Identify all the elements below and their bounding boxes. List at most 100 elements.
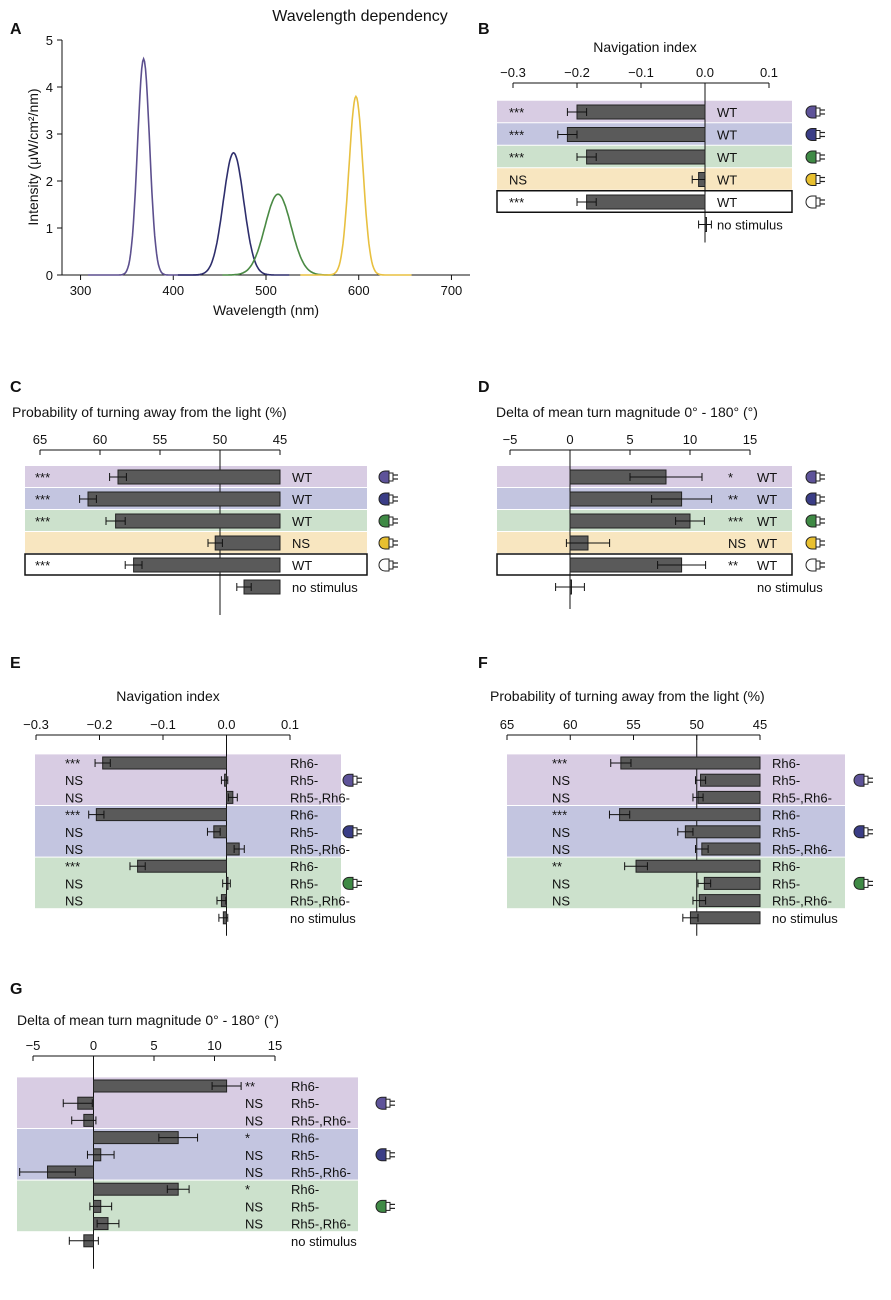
- bar: [703, 876, 761, 890]
- significance-label: NS: [552, 790, 570, 805]
- row-label: Rh5-,Rh6-: [290, 790, 350, 805]
- panel-c: C Probability of turning away from the li…: [10, 379, 398, 615]
- row-label: no stimulus: [772, 911, 838, 926]
- x-tick-label: −5: [503, 432, 518, 447]
- panel-g: G Delta of mean turn magnitude 0° - 180° …: [10, 981, 395, 1269]
- bar: [689, 911, 761, 925]
- panel-letter: G: [10, 981, 22, 998]
- y-tick-label: 0: [46, 268, 53, 283]
- bulb-base: [388, 472, 394, 482]
- x-tick-label: 60: [563, 717, 577, 732]
- x-tick-label: 0.1: [760, 65, 778, 80]
- row-label: Rh6-: [290, 808, 318, 823]
- row-label: Rh5-,Rh6-: [772, 894, 832, 909]
- bulb-base: [815, 516, 821, 526]
- bulb-base: [388, 516, 394, 526]
- light-bulb-icon: [378, 514, 398, 528]
- row-label: Rh5-,Rh6-: [290, 842, 350, 857]
- x-tick-label: 0.0: [696, 65, 714, 80]
- row-label: WT: [292, 492, 312, 507]
- x-tick-label: 65: [500, 717, 514, 732]
- light-bulb-icon: [342, 825, 362, 839]
- x-tick-label: 700: [441, 283, 463, 298]
- bulb-glass: [853, 825, 865, 839]
- bar: [137, 859, 228, 873]
- x-tick-label: 65: [33, 432, 47, 447]
- x-tick-label: 10: [683, 432, 697, 447]
- bulb-glass: [805, 492, 817, 506]
- bulb-base: [352, 827, 358, 837]
- row-label: Rh6-: [290, 859, 318, 874]
- significance-label: **: [245, 1079, 255, 1094]
- spectrum-line: [222, 193, 334, 276]
- row-label: WT: [292, 514, 312, 529]
- bulb-glass: [805, 470, 817, 484]
- panel-d: D Delta of mean turn magnitude 0° - 180° …: [478, 379, 825, 609]
- x-tick-label: 5: [626, 432, 633, 447]
- bar: [93, 1079, 228, 1093]
- bar: [698, 894, 761, 908]
- light-bulb-icon: [805, 492, 825, 506]
- stimulus-band: [497, 168, 792, 190]
- bar: [95, 808, 227, 822]
- significance-label: ***: [552, 756, 567, 771]
- significance-label: NS: [65, 876, 83, 891]
- row-label: WT: [717, 128, 737, 143]
- significance-label: NS: [245, 1096, 263, 1111]
- x-tick-label: 60: [93, 432, 107, 447]
- x-tick-label: 0.1: [281, 717, 299, 732]
- bulb-glass: [805, 128, 817, 141]
- x-tick-label: −0.1: [628, 65, 654, 80]
- row-label: Rh6-: [291, 1182, 319, 1197]
- y-axis-label: Intensity (μW/cm²/nm): [25, 88, 41, 225]
- row-label: Rh5-,Rh6-: [291, 1165, 351, 1180]
- bulb-glass: [375, 1096, 387, 1110]
- significance-label: ***: [509, 150, 524, 165]
- x-tick-label: 0: [566, 432, 573, 447]
- row-label: no stimulus: [717, 218, 783, 233]
- bar: [684, 825, 761, 839]
- significance-label: NS: [65, 894, 83, 909]
- significance-label: NS: [552, 825, 570, 840]
- x-tick-label: 55: [153, 432, 167, 447]
- row-label: Rh6-: [291, 1131, 319, 1146]
- bulb-glass: [805, 514, 817, 528]
- panel-letter: A: [10, 21, 22, 38]
- row-label: WT: [757, 470, 777, 485]
- x-tick-label: 45: [273, 432, 287, 447]
- significance-label: *: [728, 470, 733, 485]
- light-bulb-icon: [805, 470, 825, 484]
- row-label: Rh5-,Rh6-: [772, 842, 832, 857]
- x-tick-label: −0.2: [87, 717, 113, 732]
- row-label: Rh6-: [772, 756, 800, 771]
- bulb-base: [815, 107, 821, 117]
- significance-label: ***: [509, 128, 524, 143]
- light-bulb-icon: [805, 128, 825, 141]
- row-label: Rh6-: [772, 808, 800, 823]
- bulb-glass: [378, 558, 390, 572]
- bulb-base: [815, 472, 821, 482]
- row-label: no stimulus: [291, 1234, 357, 1249]
- bar: [620, 756, 761, 770]
- bar: [619, 808, 761, 822]
- y-tick-label: 5: [46, 33, 53, 48]
- bulb-base: [815, 175, 821, 184]
- bulb-glass: [342, 876, 354, 890]
- bar: [586, 149, 706, 165]
- y-tick-label: 2: [46, 174, 53, 189]
- bulb-glass: [805, 173, 817, 186]
- significance-label: ***: [552, 808, 567, 823]
- light-bulb-icon: [378, 492, 398, 506]
- row-label: Rh6-: [291, 1079, 319, 1094]
- significance-label: NS: [245, 1217, 263, 1232]
- light-bulb-icon: [375, 1148, 395, 1162]
- bulb-glass: [378, 492, 390, 506]
- x-axis-label: Wavelength (nm): [213, 302, 319, 318]
- bar: [102, 756, 227, 770]
- significance-label: ***: [35, 558, 50, 573]
- row-label: Rh5-,Rh6-: [290, 894, 350, 909]
- significance-label: NS: [552, 876, 570, 891]
- significance-label: ***: [509, 195, 524, 210]
- bulb-base: [388, 494, 394, 504]
- bulb-base: [815, 130, 821, 139]
